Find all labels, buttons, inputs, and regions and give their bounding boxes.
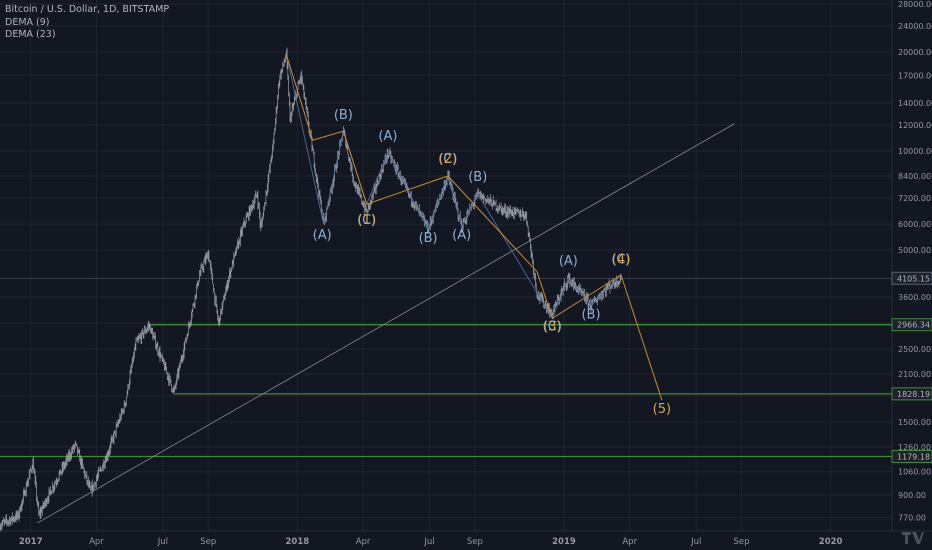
support-level-label: 2966.34 [897,321,930,330]
price-tick-label: 8400.00 [898,172,931,181]
wave-label: (2) [439,152,457,167]
chart-legend: Bitcoin / U.S. Dollar, 1D, BITSTAMP DEMA… [5,4,169,42]
wave-label: (C) [611,253,630,268]
time-tick-label: 2019 [552,537,576,547]
time-tick-label: 2017 [19,537,43,547]
time-tick-label: Sep [467,537,483,547]
wave-label: (B) [468,170,487,185]
major-wave-line [285,54,663,401]
time-tick-label: 2020 [819,537,843,547]
price-tick-label: 12000.00 [898,121,932,130]
price-tick-label: 14000.00 [898,99,932,108]
wave-label: (1) [358,213,376,228]
indicator-dema-23[interactable]: DEMA (23) [5,29,56,40]
price-tick-label: 1060.00 [898,468,931,477]
price-tick-label: 1260.00 [898,443,931,452]
time-tick-label: Sep [200,537,216,547]
wave-label: (B) [581,307,600,322]
wave-label: (C) [357,213,376,228]
wave-label: (A) [313,228,332,243]
time-axis[interactable]: 2017 Apr Jul Sep 2018 Apr Jul Sep 2019 Apr Jul Sep 2… [0,530,932,547]
chart-grid [0,0,892,531]
wave-label: (C) [543,319,562,334]
wave-label: (3) [543,319,561,334]
wave-label: (B) [334,108,353,123]
price-tick-label: 5000.00 [898,246,931,255]
wave-label: (A) [559,254,578,269]
wave-label: (4) [612,253,630,268]
price-tick-label: 7200.00 [898,194,931,203]
time-tick-label: Apr [622,537,637,547]
support-level-label: 1179.18 [897,452,930,461]
support-level-box [891,318,932,332]
price-tick-label: 770.00 [898,513,926,522]
trend-line[interactable] [37,123,735,524]
support-levels[interactable] [0,277,892,458]
time-tick-label: Apr [356,537,371,547]
time-tick-label: Jul [157,537,168,547]
support-level-label: 1828.19 [897,390,930,399]
price-tick-label: 2500.00 [898,345,931,354]
elliott-wave-labels: (B)(A)(C)(1)(A)(B)(C)(2)(A)(B)(C)(3)(A)(… [313,108,671,417]
price-tick-label: 900.00 [898,491,926,500]
price-tick-label: 6000.00 [898,220,931,229]
price-candles [0,47,622,532]
wave-label: (A) [452,228,471,243]
price-tick-label: 2100.00 [898,370,931,379]
wave-label: (B) [419,231,438,246]
elliott-wave-lines[interactable] [285,54,663,401]
symbol-title[interactable]: Bitcoin / U.S. Dollar, 1D, BITSTAMP [5,4,170,15]
tradingview-logo-icon [902,532,924,544]
price-tick-label: 20000.00 [898,48,932,57]
price-tick-label: 3600.00 [898,293,931,302]
time-tick-label: 2018 [285,537,309,547]
current-price-label: 4105.15 [897,274,930,283]
wave-label: (5) [653,402,671,417]
time-tick-label: Apr [89,537,104,547]
price-boxes: 2966.34 1828.19 1179.18 4105.15 [891,271,932,463]
rising-trend-line [37,123,735,524]
current-price-box [891,271,932,285]
indicator-dema-9[interactable]: DEMA (9) [5,16,50,28]
time-tick-label: Sep [733,537,749,547]
price-tick-label: 1500.00 [898,418,931,427]
price-tick-label: 10000.00 [898,147,932,156]
support-level-box [891,449,932,463]
wave-label: (C) [438,152,457,167]
support-level-box [891,387,932,401]
wave-label: (A) [378,129,397,144]
price-tick-label: 24000.00 [898,22,932,31]
price-tick-label: 28000.00 [898,0,932,9]
price-tick-label: 17000.00 [898,71,932,80]
time-tick-label: Jul [690,537,701,547]
time-tick-label: Jul [423,537,434,547]
